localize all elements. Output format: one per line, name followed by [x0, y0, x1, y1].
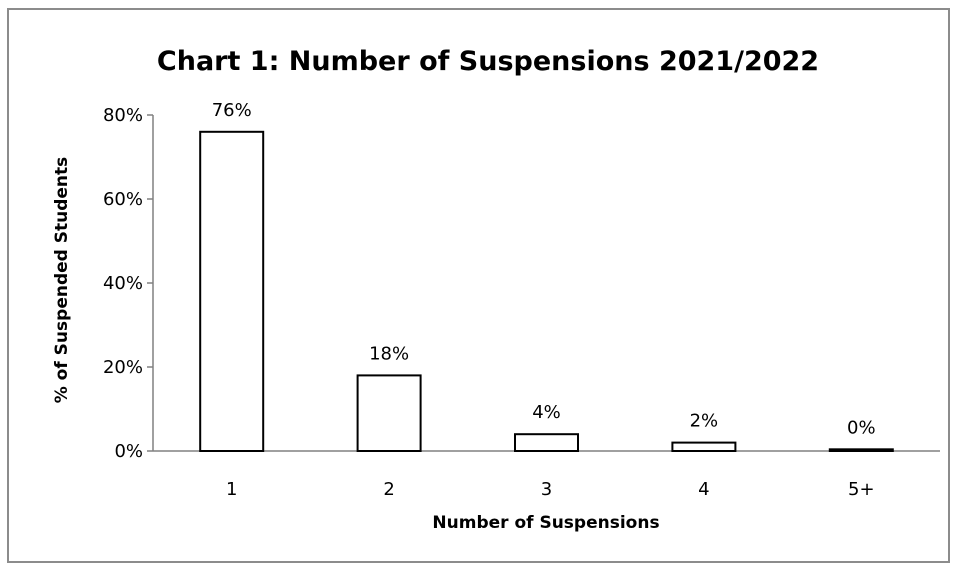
y-tick-label: 20%	[103, 357, 143, 378]
data-labels-group: 76% 18% 4% 2% 0%	[212, 100, 876, 439]
x-axis-label: Number of Suspensions	[432, 513, 659, 533]
y-tick-label: 80%	[103, 105, 143, 126]
y-tick-label: 0%	[114, 441, 143, 462]
x-tick-label: 5+	[848, 479, 875, 500]
y-axis: 0% 20% 40% 60% 80%	[103, 105, 154, 462]
x-axis: 1 2 3 4 5+	[153, 450, 940, 500]
chart-frame	[7, 8, 950, 563]
y-tick-label: 60%	[103, 189, 143, 210]
bar	[199, 130, 265, 453]
bar	[514, 433, 579, 453]
bar	[671, 441, 737, 453]
y-axis-label: % of Suspended Students	[52, 157, 72, 404]
bar	[356, 374, 422, 452]
data-label: 4%	[532, 402, 561, 423]
y-tick-label: 40%	[103, 273, 143, 294]
x-tick-label: 2	[383, 479, 394, 500]
data-label: 18%	[369, 343, 409, 364]
bars-group	[199, 130, 894, 453]
bar	[828, 448, 894, 453]
x-tick-label: 4	[698, 479, 709, 500]
x-tick-label: 1	[226, 479, 237, 500]
chart-title: Chart 1: Number of Suspensions 2021/2022	[157, 46, 819, 77]
data-label: 2%	[690, 411, 719, 432]
data-label: 76%	[212, 100, 252, 121]
x-tick-label: 3	[541, 479, 552, 500]
data-label: 0%	[847, 417, 876, 438]
